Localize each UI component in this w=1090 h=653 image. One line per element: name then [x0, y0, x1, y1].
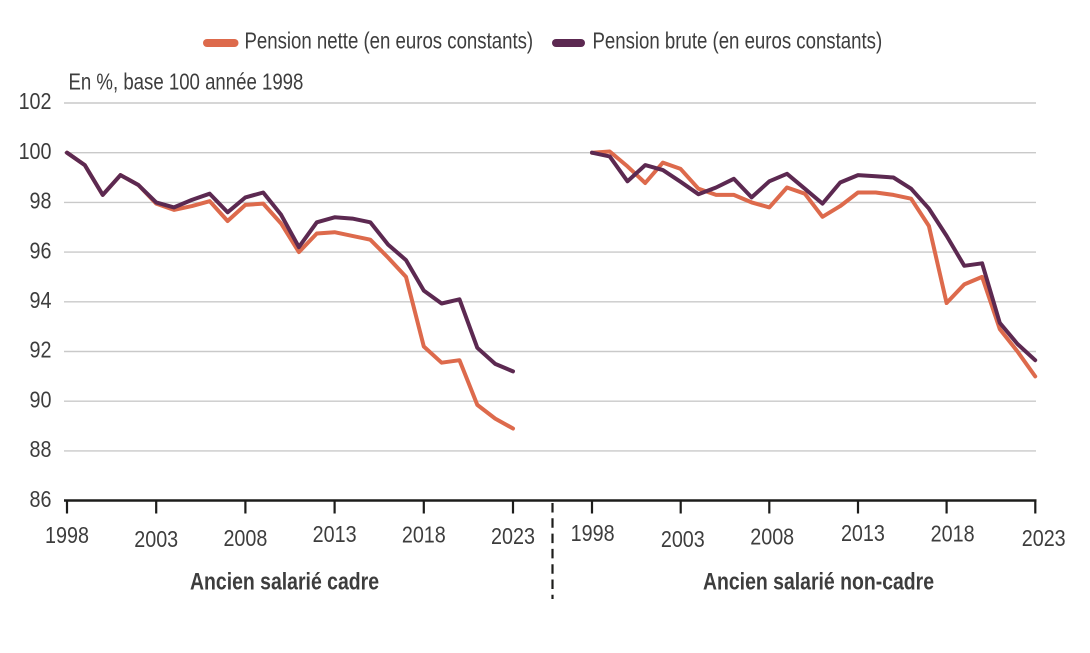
svg-text:86: 86: [30, 485, 52, 512]
svg-text:90: 90: [30, 386, 52, 413]
svg-text:Pension nette (en euros consta: Pension nette (en euros constants): [245, 29, 534, 54]
svg-text:2008: 2008: [750, 523, 794, 550]
svg-text:2013: 2013: [841, 519, 885, 546]
svg-text:2018: 2018: [402, 521, 446, 548]
svg-text:88: 88: [30, 435, 52, 462]
svg-text:100: 100: [19, 137, 52, 164]
svg-text:2023: 2023: [1022, 524, 1066, 551]
svg-text:2013: 2013: [313, 520, 357, 547]
svg-text:98: 98: [30, 187, 52, 214]
svg-text:94: 94: [30, 286, 52, 313]
svg-text:2023: 2023: [491, 522, 535, 549]
svg-text:2003: 2003: [661, 525, 705, 552]
svg-text:96: 96: [30, 237, 52, 264]
svg-text:Ancien salarié non-cadre: Ancien salarié non-cadre: [703, 568, 934, 595]
svg-text:92: 92: [30, 336, 52, 363]
svg-text:Ancien salarié cadre: Ancien salarié cadre: [190, 568, 379, 595]
svg-text:En %, base 100 année 1998: En %, base 100 année 1998: [69, 70, 304, 95]
svg-text:1998: 1998: [571, 520, 615, 547]
svg-text:2008: 2008: [223, 524, 267, 551]
svg-text:2018: 2018: [931, 520, 975, 547]
svg-text:102: 102: [19, 88, 52, 115]
svg-text:2003: 2003: [134, 525, 178, 552]
svg-text:Pension brute (en euros consta: Pension brute (en euros constants): [593, 29, 883, 54]
svg-text:1998: 1998: [45, 521, 89, 548]
